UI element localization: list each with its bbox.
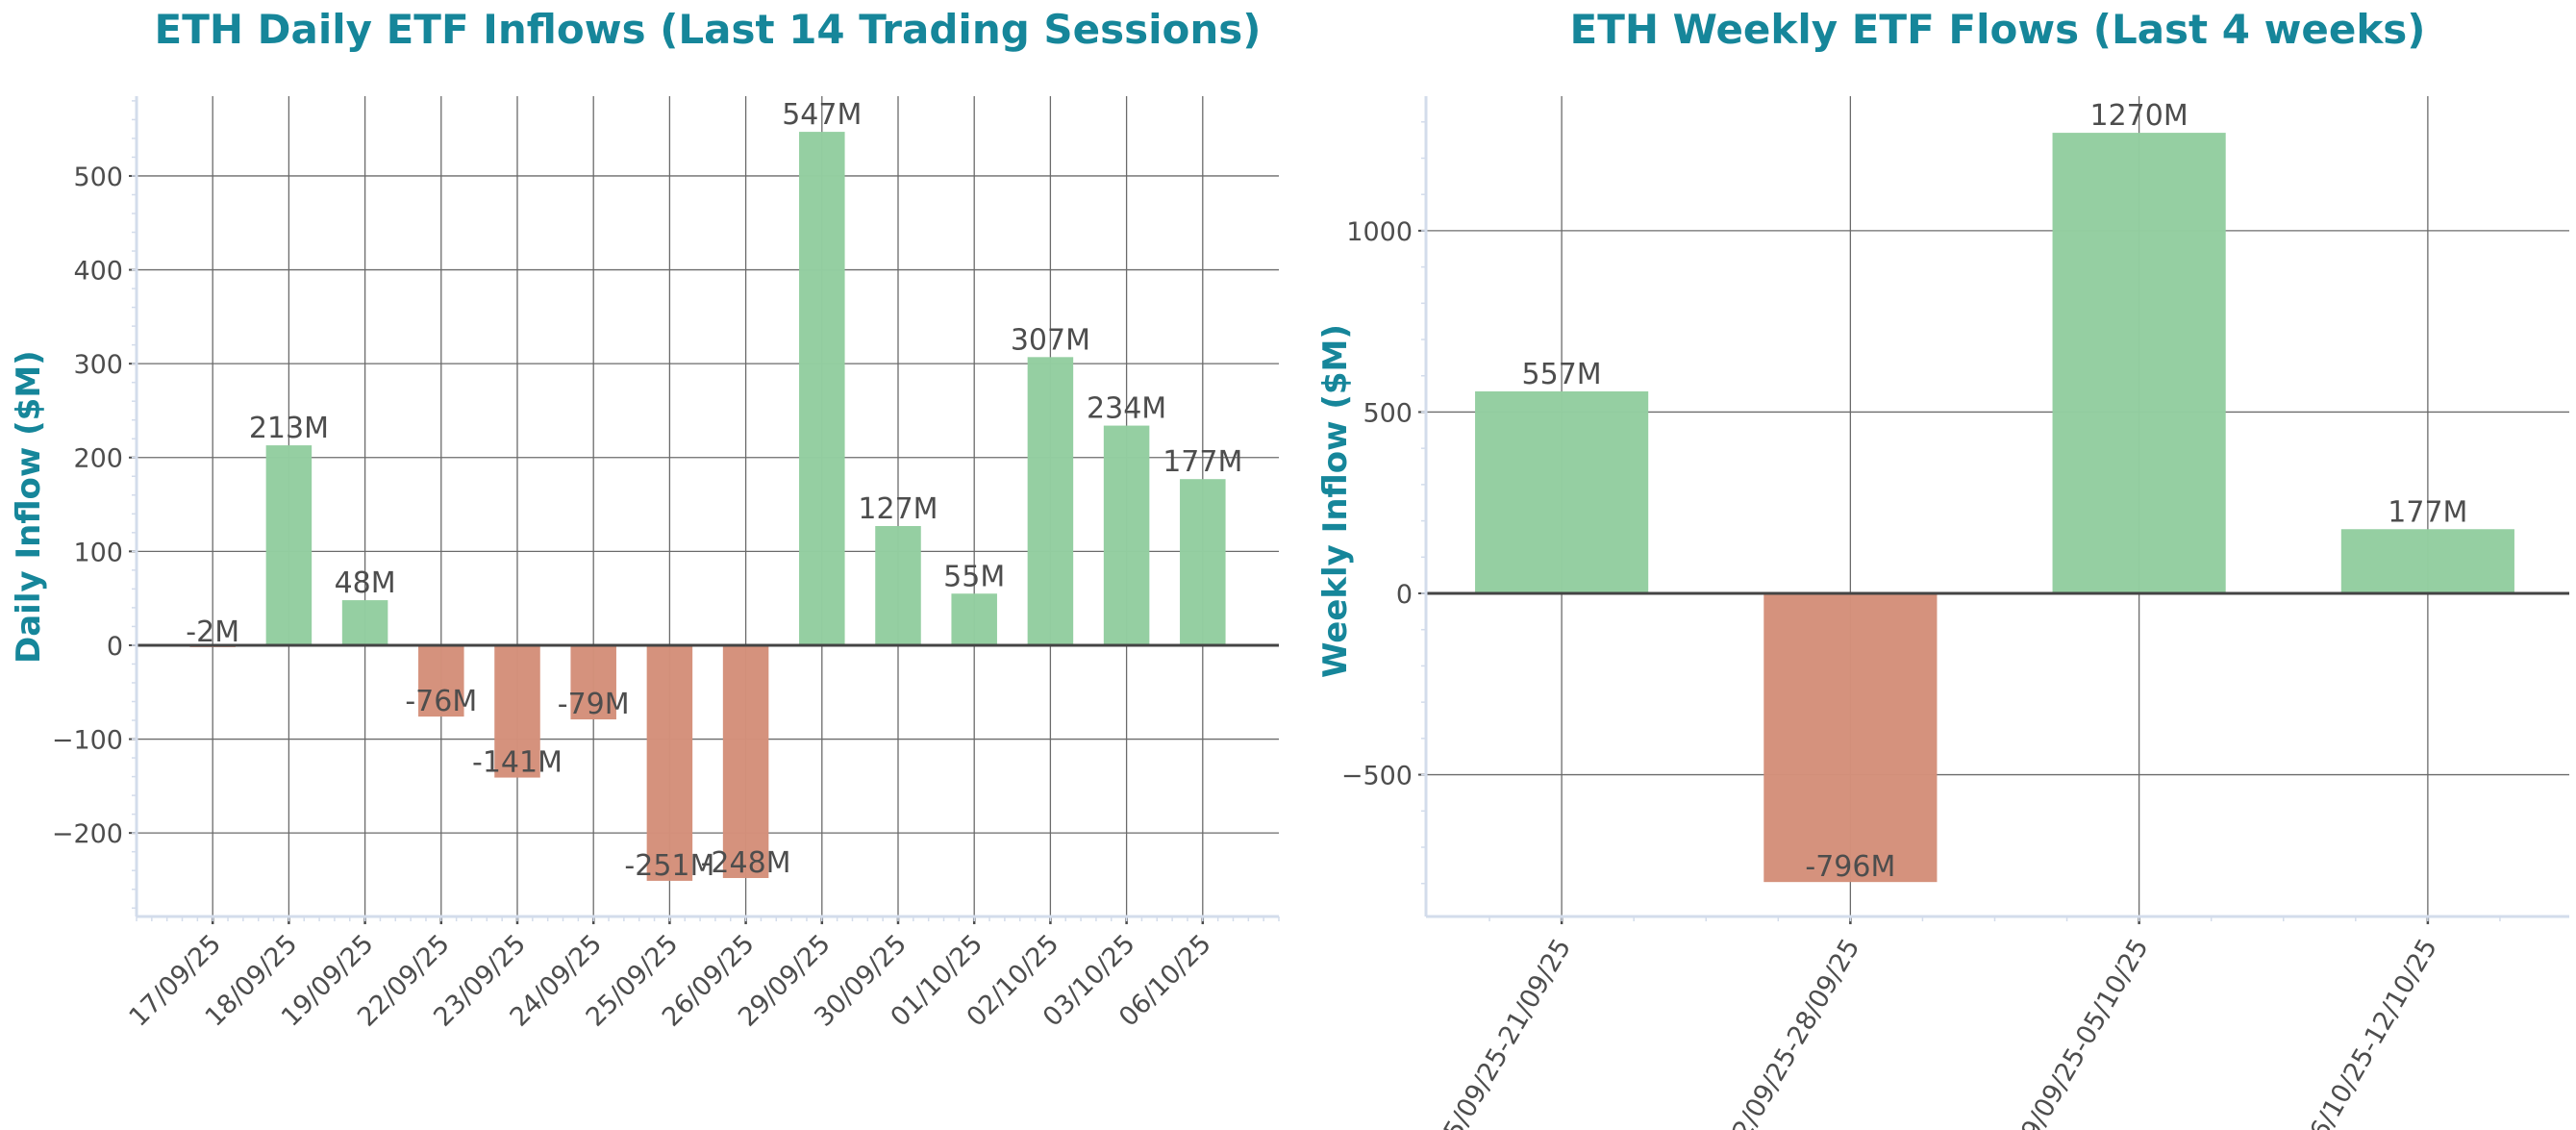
x-tick-label: 29/09/25-05/10/25 [2008, 934, 2155, 1130]
y-tick-label: −500 [1341, 762, 1413, 791]
x-tick-label: 15/09/25-21/09/25 [1430, 934, 1577, 1130]
bar [1475, 390, 1649, 594]
y-tick-label: 0 [1396, 580, 1413, 610]
data-label: 177M [2388, 495, 2467, 529]
data-label: 557M [1522, 358, 1602, 391]
data-label: 55M [943, 560, 1005, 593]
weekly-flows-chart: −500 0 500 1000 557M -796M 1270M 177M 15/09/25-2… [1341, 96, 2569, 1130]
bar [646, 644, 693, 881]
data-label: 1270M [2090, 99, 2188, 133]
data-label: -2M [186, 615, 239, 649]
bar [1103, 425, 1150, 645]
bar [722, 644, 769, 878]
data-label: -796M [1805, 850, 1895, 884]
bar [2340, 529, 2514, 594]
x-tick-label: 06/10/25-12/10/25 [2296, 934, 2443, 1130]
y-tick-label: −100 [52, 726, 123, 756]
daily-chart-title: ETH Daily ETF Inflows (Last 14 Trading S… [154, 6, 1262, 53]
data-label: -79M [558, 688, 630, 721]
daily-inflows-chart: −200 −100 0 100 200 300 400 500 -2M 213M 48M -76M -1… [52, 96, 1280, 1033]
bar [951, 593, 997, 645]
y-tick-label: 400 [73, 257, 123, 287]
data-label: 177M [1163, 445, 1242, 479]
bar [1763, 593, 1938, 883]
y-tick-label: 0 [107, 632, 123, 662]
bar [265, 445, 313, 645]
bar [494, 644, 540, 778]
data-label: 307M [1011, 323, 1090, 357]
data-label: 234M [1087, 392, 1166, 426]
y-tick-label: −200 [52, 819, 123, 849]
y-tick-label: 1000 [1346, 217, 1413, 247]
y-tick-label: 500 [73, 163, 123, 192]
bar [1180, 479, 1226, 645]
data-label: 48M [335, 566, 396, 600]
weekly-chart-title: ETH Weekly ETF Flows (Last 4 weeks) [1569, 6, 2426, 53]
y-tick-label: 200 [73, 444, 123, 474]
y-tick-label: 300 [73, 350, 123, 380]
data-label: -251M [624, 849, 714, 883]
y-tick-label: 500 [1363, 398, 1413, 428]
data-label: 547M [782, 98, 862, 132]
bar [875, 525, 921, 645]
data-label: 213M [249, 412, 329, 445]
data-label: -76M [405, 685, 477, 718]
bar [570, 644, 616, 720]
bar [418, 644, 464, 717]
x-tick-label: 22/09/25-28/09/25 [1718, 934, 1865, 1130]
bar [1027, 357, 1074, 645]
bar [2052, 133, 2226, 594]
y-tick-label: 100 [73, 538, 123, 567]
data-label: -248M [701, 846, 791, 880]
data-label: -141M [472, 746, 563, 780]
bar [799, 132, 845, 645]
bar [341, 600, 388, 645]
data-label: 127M [858, 492, 938, 526]
